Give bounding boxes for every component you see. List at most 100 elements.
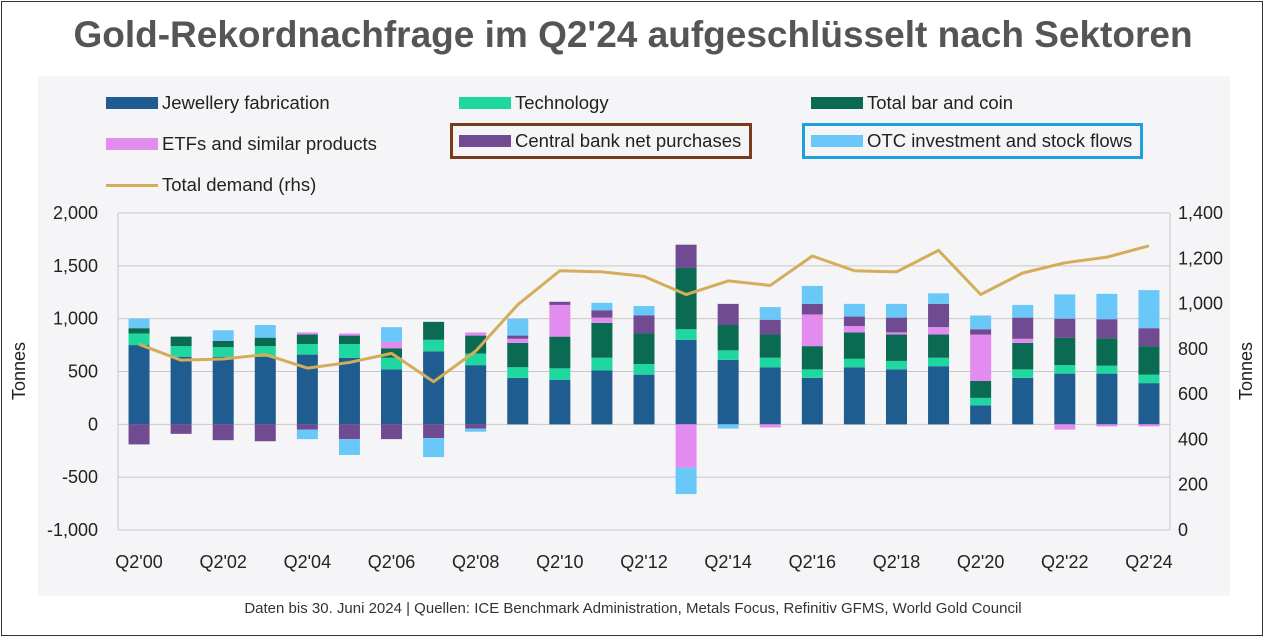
bar-segment bbox=[507, 335, 529, 339]
bar-segment bbox=[423, 351, 445, 425]
bar-segment bbox=[759, 367, 781, 425]
bar-segment bbox=[591, 317, 613, 323]
bar-segment bbox=[465, 428, 487, 432]
bar-segment bbox=[801, 369, 823, 378]
bar-segment bbox=[296, 354, 318, 425]
bar-segment bbox=[928, 327, 950, 335]
bar-segment bbox=[1138, 424, 1160, 427]
bar-segment bbox=[1012, 317, 1034, 339]
bar-segment bbox=[338, 439, 360, 455]
x-tick-label: Q2'20 bbox=[957, 552, 1004, 572]
bar-segment bbox=[549, 379, 571, 425]
bar-segment bbox=[1138, 346, 1160, 375]
bar-segment bbox=[717, 325, 739, 351]
bar-segment bbox=[1054, 337, 1076, 366]
bar-segment bbox=[801, 377, 823, 425]
bar-segment bbox=[928, 303, 950, 328]
bar-segment bbox=[801, 314, 823, 347]
y2-tick-label: 200 bbox=[1178, 475, 1208, 495]
bar-segment bbox=[675, 267, 697, 330]
bar-segment bbox=[1054, 294, 1076, 319]
bar-segment bbox=[1054, 365, 1076, 374]
legend-swatch bbox=[106, 138, 158, 150]
bar-segment bbox=[1012, 338, 1034, 343]
bars bbox=[128, 244, 1160, 495]
x-tick-label: Q2'08 bbox=[452, 552, 499, 572]
legend-label: Central bank net purchases bbox=[515, 130, 742, 151]
y-tick-label: -1,000 bbox=[47, 520, 98, 540]
x-tick-label: Q2'06 bbox=[368, 552, 415, 572]
bar-segment bbox=[423, 321, 445, 340]
bar-segment bbox=[843, 303, 865, 317]
bar-segment bbox=[843, 332, 865, 359]
bar-segment bbox=[338, 424, 360, 440]
bar-segment bbox=[1096, 373, 1118, 425]
bar-segment bbox=[381, 327, 403, 342]
bar-segment bbox=[212, 424, 234, 441]
bar-segment bbox=[296, 424, 318, 430]
bar-segment bbox=[885, 332, 907, 335]
bar-segment bbox=[675, 467, 697, 495]
bar-segment bbox=[170, 424, 192, 434]
bar-segment bbox=[591, 322, 613, 358]
legend-label: Total demand (rhs) bbox=[162, 174, 317, 195]
bar-segment bbox=[1012, 342, 1034, 370]
bar-segment bbox=[970, 329, 992, 335]
bar-segment bbox=[970, 334, 992, 382]
bar-segment bbox=[843, 326, 865, 333]
x-tick-label: Q2'16 bbox=[789, 552, 836, 572]
bar-segment bbox=[885, 360, 907, 370]
y2-tick-label: 0 bbox=[1178, 520, 1188, 540]
bar-segment bbox=[675, 339, 697, 425]
bar-segment bbox=[928, 334, 950, 358]
y2-tick-label: 1,400 bbox=[1178, 203, 1223, 223]
bar-segment bbox=[507, 367, 529, 378]
bar-segment bbox=[465, 353, 487, 366]
bar-segment bbox=[128, 333, 150, 346]
bar-segment bbox=[170, 336, 192, 347]
bar-segment bbox=[465, 332, 487, 336]
legend-item-total-demand: Total demand (rhs) bbox=[106, 174, 316, 196]
y-tick-label: 1,500 bbox=[53, 256, 98, 276]
y-tick-label: 500 bbox=[68, 362, 98, 382]
bar-segment bbox=[591, 302, 613, 311]
bar-segment bbox=[1096, 424, 1118, 427]
legend-swatch bbox=[811, 97, 863, 109]
bar-segment bbox=[381, 369, 403, 425]
bar-segment bbox=[759, 424, 781, 428]
bar-segment bbox=[423, 339, 445, 352]
bar-segment bbox=[1096, 365, 1118, 374]
bar-segment bbox=[843, 358, 865, 368]
source-note: Daten bis 30. Juni 2024 | Quellen: ICE B… bbox=[244, 600, 1022, 617]
legend-label: Technology bbox=[515, 92, 609, 113]
legend-swatch bbox=[459, 97, 511, 109]
y-tick-label: -500 bbox=[62, 467, 98, 487]
bar-segment bbox=[254, 325, 276, 338]
bar-segment bbox=[633, 305, 655, 316]
bar-segment bbox=[633, 315, 655, 334]
bar-segment bbox=[801, 285, 823, 304]
bar-segment bbox=[885, 334, 907, 361]
bar-segment bbox=[970, 381, 992, 398]
bar-segment bbox=[675, 329, 697, 340]
bar-segment bbox=[717, 359, 739, 425]
legend-item-technology: Technology bbox=[459, 92, 609, 114]
bar-segment bbox=[591, 310, 613, 318]
bar-segment bbox=[1054, 373, 1076, 425]
bar-segment bbox=[885, 303, 907, 318]
bar-segment bbox=[759, 319, 781, 335]
x-tick-label: Q2'02 bbox=[199, 552, 246, 572]
bar-segment bbox=[885, 369, 907, 425]
bar-segment bbox=[423, 424, 445, 439]
y-tick-label: 1,000 bbox=[53, 309, 98, 329]
bar-segment bbox=[128, 328, 150, 334]
bar-segment bbox=[296, 344, 318, 355]
bar-segment bbox=[591, 357, 613, 371]
bar-segment bbox=[549, 304, 571, 337]
page-title: Gold-Rekordnachfrage im Q2'24 aufgeschlü… bbox=[73, 14, 1193, 55]
total-demand-line bbox=[138, 244, 1150, 384]
bar-segment bbox=[170, 356, 192, 425]
y2-tick-label: 800 bbox=[1178, 339, 1208, 359]
bar-segment bbox=[507, 318, 529, 336]
